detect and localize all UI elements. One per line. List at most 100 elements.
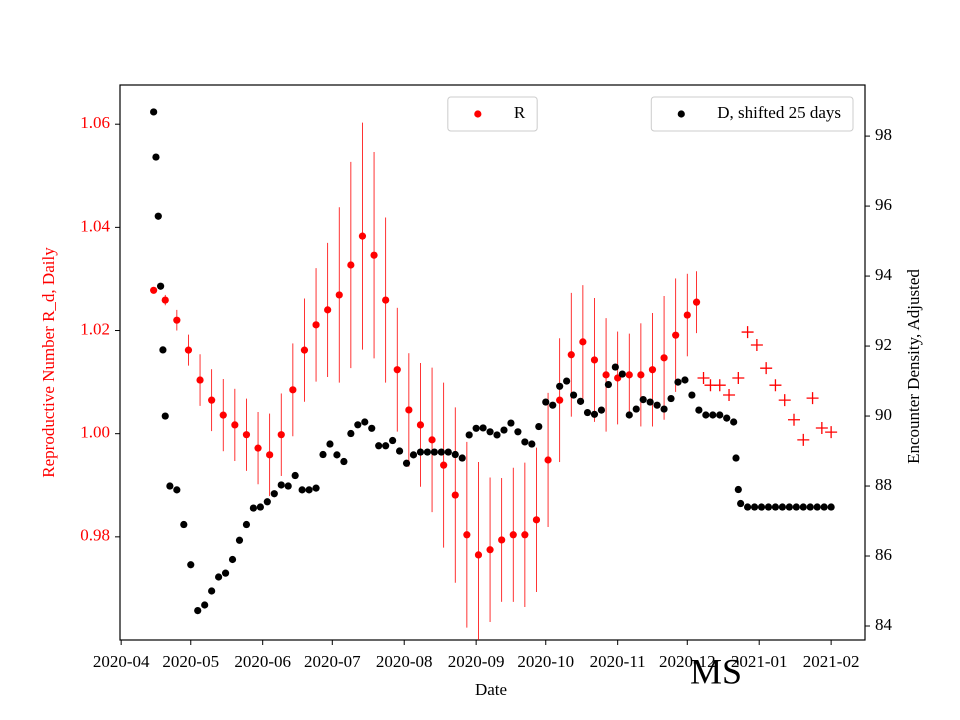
y-tick-label: 1.04	[80, 216, 110, 235]
dot-marker	[813, 503, 821, 511]
dot-marker	[382, 296, 390, 304]
dot-marker	[549, 401, 557, 409]
dot-marker	[771, 503, 780, 511]
y-tick-label: 1.02	[80, 319, 110, 338]
dot-marker	[228, 555, 237, 564]
dot-marker	[583, 408, 592, 417]
dot-marker	[528, 440, 536, 448]
x-tick-label: 2020-11	[590, 652, 646, 671]
dot-marker	[625, 371, 633, 379]
dot-marker	[723, 414, 731, 422]
cross-marker	[713, 379, 726, 392]
dot-marker	[653, 401, 661, 409]
dot-marker	[465, 431, 473, 439]
dot-marker	[660, 405, 668, 413]
dot-marker	[326, 440, 334, 448]
dot-marker	[180, 520, 188, 529]
dot-marker	[709, 411, 717, 419]
x-tick-label: 2020-10	[517, 652, 574, 671]
dot-marker	[173, 316, 181, 324]
y2-tick-label: 94	[875, 265, 893, 284]
dot-marker	[393, 366, 401, 374]
dot-marker	[764, 503, 773, 511]
dot-marker	[827, 503, 835, 511]
cross-marker	[750, 338, 763, 351]
y-tick-label: 1.06	[80, 113, 110, 132]
dot-marker	[632, 405, 640, 413]
dot-marker	[514, 428, 522, 436]
dot-marker	[291, 471, 299, 480]
y2-tick-label: 96	[875, 195, 892, 214]
dot-marker	[576, 397, 585, 405]
dot-marker	[730, 418, 738, 426]
dot-marker	[254, 444, 262, 452]
dot-marker	[820, 503, 828, 511]
dot-marker	[618, 370, 626, 378]
dot-marker	[440, 461, 448, 469]
dot-marker	[340, 457, 348, 466]
dot-marker	[173, 486, 181, 494]
dot-marker	[416, 421, 425, 429]
dot-marker	[544, 456, 552, 464]
plot-area	[150, 108, 838, 640]
dot-marker	[556, 396, 564, 404]
x-tick-label: 2020-12	[659, 652, 716, 671]
legend-label: R	[514, 103, 526, 122]
dot-marker	[370, 251, 378, 259]
cross-marker	[697, 371, 710, 384]
dot-marker	[674, 378, 682, 386]
plot-frame	[119, 84, 866, 641]
dot-marker	[451, 450, 459, 459]
dot-marker	[166, 482, 174, 490]
dot-marker	[382, 442, 390, 450]
y-axis-label: Reproductive Number R_d, Daily	[39, 247, 58, 478]
dot-marker	[428, 436, 436, 444]
y2-tick-label: 98	[875, 125, 892, 144]
dot-marker	[333, 451, 341, 459]
dot-marker	[563, 377, 571, 385]
dot-marker	[405, 406, 413, 414]
y-tick-label: 0.98	[80, 526, 110, 545]
dot-marker	[423, 448, 432, 456]
dot-marker	[681, 376, 689, 384]
y2-axis-label: Encounter Density, Adjusted	[904, 269, 923, 464]
dot-marker	[716, 411, 724, 419]
dot-marker	[732, 454, 740, 462]
dot-marker	[242, 431, 251, 439]
cross-marker	[760, 362, 773, 375]
dot-marker	[150, 286, 158, 294]
dot-marker	[799, 503, 807, 511]
cross-marker	[741, 326, 754, 339]
dot-marker	[187, 561, 195, 569]
dot-marker	[590, 410, 599, 418]
dot-marker	[498, 536, 506, 544]
y2-tick-label: 92	[875, 335, 892, 354]
dot-marker	[451, 491, 459, 499]
dot-marker	[312, 321, 320, 329]
dot-marker	[625, 411, 633, 419]
dot-marker	[604, 380, 612, 389]
dot-marker	[778, 503, 787, 511]
x-tick-label: 2020-04	[93, 652, 150, 671]
dot-marker	[744, 503, 752, 511]
dot-marker	[507, 419, 515, 427]
dot-marker	[750, 503, 759, 511]
x-tick-label: 2020-08	[376, 652, 433, 671]
dot-marker	[579, 338, 587, 346]
dot-marker	[219, 411, 227, 419]
dot-marker	[521, 531, 529, 539]
dot-marker	[590, 356, 599, 364]
dot-marker	[667, 394, 675, 403]
dot-marker	[208, 587, 216, 595]
dot-marker	[395, 447, 404, 455]
cross-marker	[778, 394, 791, 407]
dot-marker	[486, 428, 494, 436]
cross-marker	[797, 433, 810, 446]
dot-marker	[208, 396, 216, 404]
dot-marker	[611, 363, 619, 371]
dot-marker	[221, 569, 230, 577]
dot-marker	[215, 573, 223, 581]
dot-marker	[375, 442, 383, 450]
dot-marker	[734, 485, 742, 494]
